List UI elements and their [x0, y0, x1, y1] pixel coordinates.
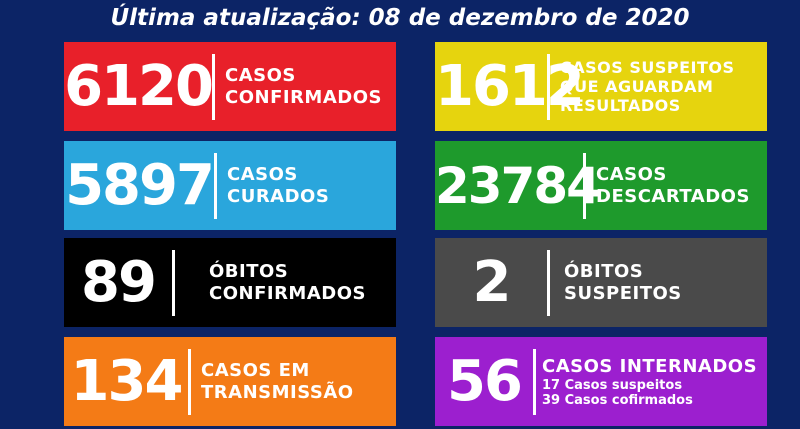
hospitalized-suspected-subtext: 17 Casos suspeitos — [542, 377, 683, 393]
card-suspected-deaths: 2 ÓBITOS SUSPEITOS — [435, 238, 767, 327]
label-line: CASOS — [596, 163, 667, 185]
card-divider — [533, 348, 536, 415]
label-line: CASOS — [225, 64, 296, 86]
label-line: CASOS INTERNADOS — [542, 355, 758, 377]
card-confirmed-cases: 6120 CASOS CONFIRMADOS — [64, 42, 396, 131]
label-line: CONFIRMADOS — [209, 282, 366, 304]
discarded-cases-number: 23784 — [435, 156, 601, 215]
card-divider — [188, 348, 191, 415]
confirmed-deaths-label: ÓBITOS CONFIRMADOS — [175, 261, 366, 305]
label-line: CURADOS — [227, 185, 330, 207]
suspected-deaths-number: 2 — [472, 249, 512, 315]
confirmed-cases-label: CASOS CONFIRMADOS — [215, 65, 382, 109]
confirmed-cases-number: 6120 — [64, 53, 214, 119]
label-line: ÓBITOS — [564, 260, 644, 282]
last-update-header: Última atualização: 08 de dezembro de 20… — [110, 5, 690, 31]
hospitalized-cases-label: CASOS INTERNADOS 17 Casos suspeitos 39 C… — [536, 356, 757, 408]
label-line: DESCARTADOS — [596, 185, 750, 207]
label-line: CASOS — [227, 163, 298, 185]
card-divider — [172, 249, 175, 316]
suspected-cases-number: 1612 — [435, 53, 585, 119]
card-confirmed-deaths: 89 ÓBITOS CONFIRMADOS — [64, 238, 396, 327]
label-line: CASOS EM — [201, 359, 310, 381]
card-recovered-cases: 5897 CASOS CURADOS — [64, 141, 396, 230]
label-line: QUE AGUARDAM — [560, 77, 714, 96]
transmission-cases-label: CASOS EM TRANSMISSÃO — [191, 360, 354, 404]
label-line: RESULTADOS — [560, 96, 681, 115]
card-divider — [214, 152, 217, 219]
recovered-cases-number: 5897 — [65, 152, 215, 218]
label-line: ÓBITOS — [209, 260, 289, 282]
label-line: SUSPEITOS — [564, 282, 682, 304]
card-suspected-cases: 1612 CASOS SUSPEITOS QUE AGUARDAM RESULT… — [435, 42, 767, 131]
card-divider — [212, 53, 215, 120]
card-divider — [583, 152, 586, 219]
label-line: TRANSMISSÃO — [201, 381, 354, 403]
confirmed-deaths-number: 89 — [81, 249, 157, 315]
suspected-cases-label: CASOS SUSPEITOS QUE AGUARDAM RESULTADOS — [550, 58, 735, 115]
hospitalized-confirmed-subtext: 39 Casos cofirmados — [542, 392, 693, 408]
card-divider — [547, 53, 550, 120]
label-line: CASOS SUSPEITOS — [560, 58, 735, 77]
discarded-cases-label: CASOS DESCARTADOS — [586, 164, 750, 208]
card-cases-in-transmission: 134 CASOS EM TRANSMISSÃO — [64, 337, 396, 426]
transmission-cases-number: 134 — [70, 348, 184, 414]
label-line: CONFIRMADOS — [225, 86, 382, 108]
card-divider — [547, 249, 550, 316]
hospitalized-cases-number: 56 — [447, 348, 523, 414]
suspected-deaths-label: ÓBITOS SUSPEITOS — [550, 261, 682, 305]
recovered-cases-label: CASOS CURADOS — [217, 164, 329, 208]
card-hospitalized-cases: 56 CASOS INTERNADOS 17 Casos suspeitos 3… — [435, 337, 767, 426]
card-discarded-cases: 23784 CASOS DESCARTADOS — [435, 141, 767, 230]
